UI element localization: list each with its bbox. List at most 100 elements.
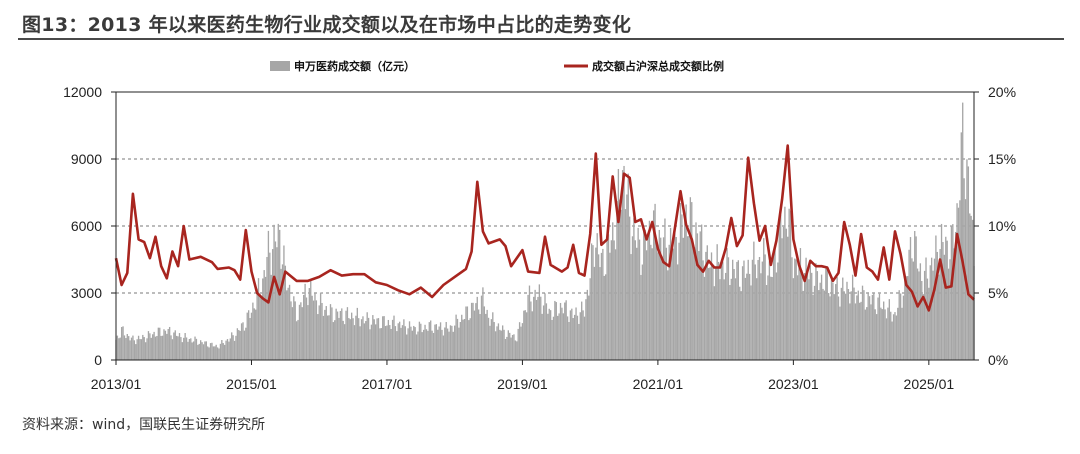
turnover-bar xyxy=(568,321,570,360)
turnover-bar xyxy=(747,259,749,360)
turnover-bar xyxy=(358,318,360,360)
turnover-bar xyxy=(569,310,572,360)
turnover-bar xyxy=(566,316,569,360)
turnover-bar xyxy=(661,256,663,360)
turnover-bar xyxy=(636,247,638,360)
turnover-bar xyxy=(760,273,762,360)
turnover-bar xyxy=(685,204,687,360)
turnover-bar xyxy=(510,337,512,360)
turnover-bar xyxy=(133,340,136,360)
turnover-bar xyxy=(353,325,356,360)
turnover-bar xyxy=(675,236,677,360)
turnover-bar xyxy=(525,312,528,360)
turnover-bar xyxy=(190,338,192,360)
turnover-bar xyxy=(761,261,763,360)
turnover-bar xyxy=(328,315,330,360)
turnover-bar xyxy=(446,328,449,360)
legend-label-turnover: 申万医药成交额（亿元） xyxy=(294,59,415,73)
turnover-bar xyxy=(346,307,349,360)
turnover-bar xyxy=(853,287,855,360)
turnover-bar xyxy=(936,251,938,360)
turnover-bar xyxy=(850,291,852,360)
turnover-bar xyxy=(451,325,453,360)
turnover-bar xyxy=(682,237,684,360)
turnover-bar xyxy=(521,323,524,360)
turnover-bar xyxy=(300,302,302,360)
turnover-bar xyxy=(897,307,899,360)
turnover-bar xyxy=(246,312,248,360)
turnover-bar xyxy=(421,332,423,360)
turnover-bar xyxy=(147,331,150,360)
turnover-bar xyxy=(236,328,239,360)
turnover-bar xyxy=(250,312,253,360)
turnover-bar xyxy=(444,327,446,360)
turnover-bar xyxy=(228,341,230,360)
turnover-bar xyxy=(170,335,172,360)
y-right-tick-label: 20% xyxy=(988,84,1016,100)
turnover-bar xyxy=(226,339,229,360)
turnover-bar xyxy=(671,247,673,360)
turnover-bar xyxy=(126,334,128,360)
turnover-bar xyxy=(132,335,134,360)
turnover-bar xyxy=(816,271,819,360)
turnover-bar xyxy=(904,272,906,360)
turnover-bar xyxy=(863,290,865,360)
turnover-bar xyxy=(684,217,686,360)
turnover-bar xyxy=(575,307,577,360)
turnover-bar xyxy=(218,348,220,360)
turnover-bar xyxy=(868,296,871,360)
source-note: 资料来源：wind，国联民生证券研究所 xyxy=(22,417,266,433)
turnover-bar xyxy=(665,247,668,360)
turnover-bar xyxy=(243,330,246,360)
turnover-bar xyxy=(269,252,271,360)
turnover-bar xyxy=(911,258,913,360)
turnover-bar xyxy=(476,296,478,360)
turnover-bar xyxy=(317,314,319,360)
turnover-bar xyxy=(318,305,320,360)
turnover-bar xyxy=(311,295,313,360)
turnover-bar xyxy=(462,319,464,360)
turnover-bar xyxy=(664,218,666,360)
turnover-bar xyxy=(324,309,326,360)
turnover-bar xyxy=(403,319,405,360)
turnover-bar xyxy=(482,287,484,360)
turnover-bar xyxy=(216,347,219,360)
turnover-bar xyxy=(581,301,583,360)
turnover-bar xyxy=(249,317,251,360)
turnover-bar xyxy=(833,294,835,360)
turnover-bar xyxy=(799,248,802,360)
turnover-bar xyxy=(626,194,628,360)
turnover-bar xyxy=(689,197,692,360)
turnover-bar xyxy=(813,285,816,360)
turnover-bar xyxy=(789,210,792,360)
turnover-bar xyxy=(212,346,215,360)
turnover-bar xyxy=(461,314,463,360)
turnover-bar xyxy=(957,207,960,360)
turnover-bar xyxy=(630,254,632,360)
turnover-bar xyxy=(524,310,526,360)
turnover-bar xyxy=(298,304,301,360)
turnover-bar xyxy=(740,291,742,360)
turnover-bar xyxy=(252,302,254,360)
turnover-bar xyxy=(369,329,371,360)
turnover-bar xyxy=(180,337,182,360)
turnover-bar xyxy=(365,321,367,360)
turnover-bar xyxy=(366,312,368,360)
turnover-bar xyxy=(806,273,809,360)
turnover-bar xyxy=(465,306,467,360)
turnover-bar xyxy=(614,249,617,360)
turnover-bar xyxy=(259,294,261,360)
turnover-bar xyxy=(184,333,186,360)
turnover-bar xyxy=(503,329,505,360)
turnover-bar xyxy=(478,309,480,360)
turnover-bar xyxy=(870,304,872,360)
turnover-bar xyxy=(875,314,878,360)
turnover-bar xyxy=(192,341,195,360)
turnover-bar xyxy=(620,209,622,360)
turnover-bar xyxy=(719,279,721,360)
turnover-bar xyxy=(202,344,205,360)
turnover-bar xyxy=(898,290,900,360)
turnover-bar xyxy=(949,259,951,360)
turnover-bar xyxy=(312,300,315,360)
turnover-bar xyxy=(696,233,699,360)
